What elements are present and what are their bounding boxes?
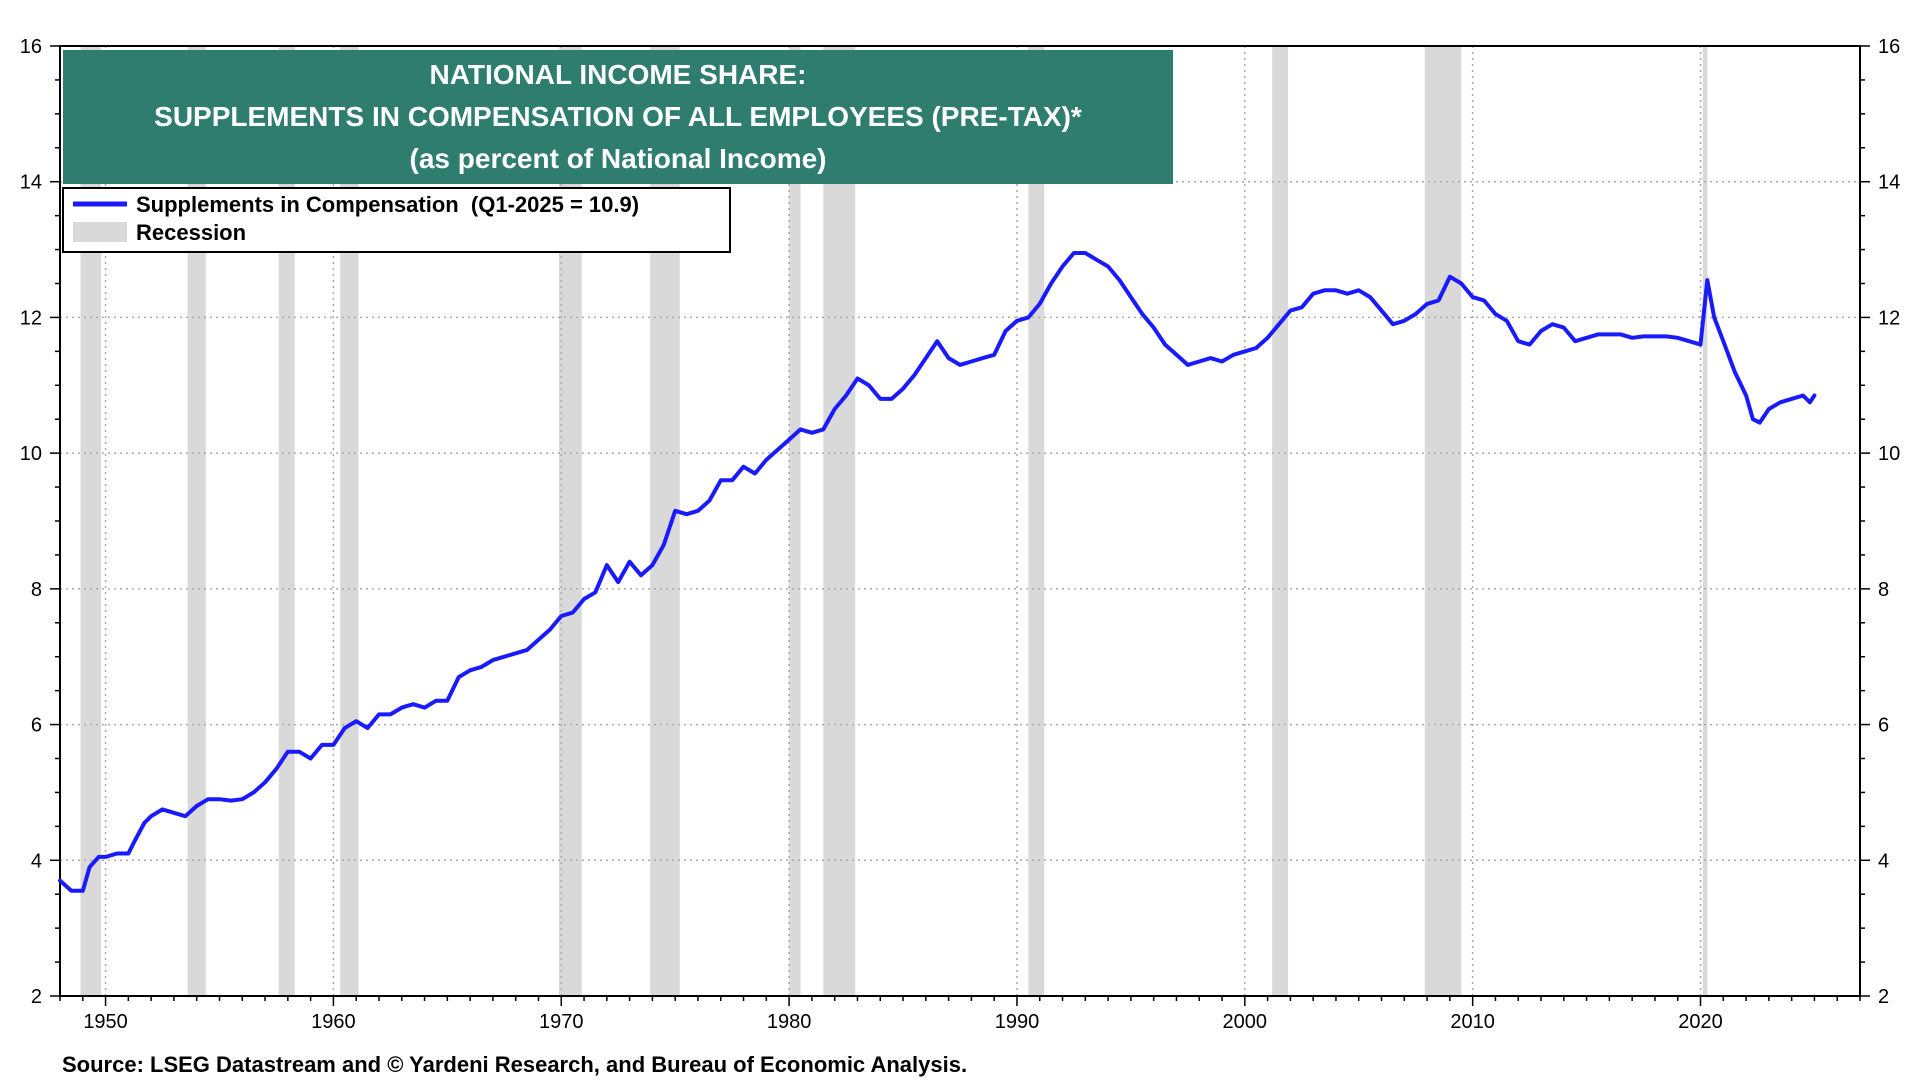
chart-title: NATIONAL INCOME SHARE: bbox=[430, 59, 807, 90]
y-tick-label-left: 12 bbox=[20, 307, 42, 329]
y-tick-label-left: 8 bbox=[31, 579, 42, 601]
x-tick-label: 1980 bbox=[767, 1011, 812, 1033]
legend-label-recession: Recession bbox=[136, 220, 246, 245]
x-tick-label: 2020 bbox=[1678, 1011, 1723, 1033]
y-tick-label-left: 6 bbox=[31, 715, 42, 737]
source-note: Source: LSEG Datastream and © Yardeni Re… bbox=[62, 1052, 967, 1077]
x-axis: 1950 1960 1970 1980 1990 2000 2010 2020 bbox=[59, 996, 1861, 1033]
y-tick-label-left: 14 bbox=[20, 172, 42, 194]
recession-band-7 bbox=[823, 46, 856, 996]
y-axis: 2 2 4 4 6 6 8 8 10 10 12 12 14 14 16 16 bbox=[20, 36, 1901, 1008]
recession-band-1 bbox=[187, 46, 206, 996]
y-tick-label-left: 16 bbox=[20, 36, 42, 58]
y-tick-label-right: 16 bbox=[1878, 36, 1900, 58]
recession-band-10 bbox=[1424, 46, 1462, 996]
x-tick-label: 1950 bbox=[83, 1011, 128, 1033]
x-tick-label: 1990 bbox=[995, 1011, 1040, 1033]
series bbox=[58, 251, 1817, 893]
recession-band-11 bbox=[1702, 46, 1708, 996]
y-tick-label-left: 4 bbox=[31, 850, 42, 872]
x-tick-label: 1970 bbox=[539, 1011, 584, 1033]
y-tick-label-right: 6 bbox=[1878, 715, 1889, 737]
y-tick-label-right: 4 bbox=[1878, 850, 1889, 872]
recession-band-9 bbox=[1272, 46, 1289, 996]
recession-band-4 bbox=[558, 46, 582, 996]
recession-band-6 bbox=[789, 46, 801, 996]
y-tick-label-right: 14 bbox=[1878, 172, 1900, 194]
y-tick-label-left: 10 bbox=[20, 443, 42, 465]
x-tick-label: 2000 bbox=[1223, 1011, 1268, 1033]
chart-subtitle-2: (as percent of National Income) bbox=[410, 143, 827, 174]
y-tick-label-right: 10 bbox=[1878, 443, 1900, 465]
title-box: NATIONAL INCOME SHARE: SUPPLEMENTS IN CO… bbox=[63, 50, 1173, 184]
recession-bands bbox=[80, 46, 1708, 996]
x-tick-label: 2010 bbox=[1450, 1011, 1495, 1033]
chart-subtitle: SUPPLEMENTS IN COMPENSATION OF ALL EMPLO… bbox=[154, 101, 1082, 132]
y-tick-label-left: 2 bbox=[31, 986, 42, 1008]
recession-band-3 bbox=[340, 46, 359, 996]
y-tick-label-right: 8 bbox=[1878, 579, 1889, 601]
recession-band-8 bbox=[1028, 46, 1045, 996]
legend-label-series: Supplements in Compensation (Q1-2025 = 1… bbox=[136, 192, 639, 217]
y-tick-label-right: 2 bbox=[1878, 986, 1889, 1008]
legend: Supplements in Compensation (Q1-2025 = 1… bbox=[62, 187, 731, 253]
recession-band-0 bbox=[80, 46, 102, 996]
series-line-0 bbox=[58, 251, 1817, 893]
legend-band-swatch bbox=[73, 222, 127, 242]
x-tick-label: 1960 bbox=[311, 1011, 356, 1033]
y-tick-label-right: 12 bbox=[1878, 307, 1900, 329]
